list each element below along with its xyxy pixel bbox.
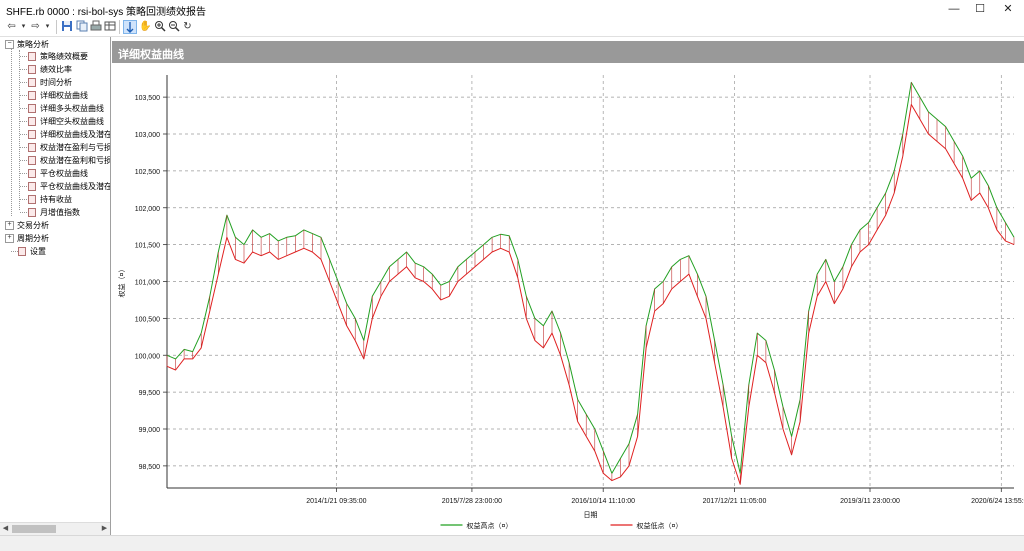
x-tick-label: 2019/3/11 23:00:00 <box>840 498 900 505</box>
cursor-icon[interactable] <box>123 20 137 34</box>
dropdown-icon[interactable]: ▾ <box>45 23 50 30</box>
document-icon <box>28 195 36 205</box>
document-icon <box>28 78 36 88</box>
hand-icon[interactable]: ✋ <box>139 21 152 32</box>
panel-title: 详细权益曲线 <box>118 49 184 61</box>
tree-item[interactable]: 绩效比率 <box>28 63 72 76</box>
tree-item[interactable]: 平仓权益曲线及潜在 <box>28 180 110 193</box>
x-tick-label: 2016/10/14 11:10:00 <box>571 498 635 505</box>
chart-panel: 详细权益曲线 98,500 99,000 99,500 100,000 100,500 1… <box>112 37 1024 535</box>
tree-group-strategy[interactable]: − 策略分析 <box>5 38 49 51</box>
panel-header: 详细权益曲线 <box>112 41 1024 63</box>
collapse-icon[interactable]: − <box>5 40 14 50</box>
tree-item[interactable]: 时间分析 <box>28 76 72 89</box>
expand-icon[interactable]: + <box>5 221 14 231</box>
y-tick-label: 103,000 <box>135 132 160 139</box>
save-icon[interactable] <box>60 20 73 33</box>
tree-item[interactable]: 权益潜在盈利和亏损 <box>28 154 110 167</box>
data-icon[interactable] <box>103 20 116 33</box>
tree-group-trades[interactable]: + 交易分析 <box>5 219 49 232</box>
toolbar-separator <box>56 20 57 34</box>
document-icon <box>28 65 36 75</box>
document-icon <box>28 169 36 179</box>
y-tick-label: 103,500 <box>135 95 160 102</box>
title-bar: SHFE.rb 0000 : rsi-bol-sys 策略回测绩效报告 — ☐ … <box>0 0 1024 18</box>
toolbar-separator <box>119 20 120 34</box>
tree-item-settings[interactable]: 设置 <box>18 245 46 258</box>
y-tick-label: 100,500 <box>135 316 160 323</box>
tree-item[interactable]: 月增值指数 <box>28 206 80 219</box>
x-tick-label: 2015/7/28 23:00:00 <box>442 498 502 505</box>
document-icon <box>28 117 36 127</box>
tree-item[interactable]: 详细权益曲线及潜在 <box>28 128 110 141</box>
equity-chart[interactable]: 98,500 99,000 99,500 100,000 100,500 101,000 1… <box>112 63 1024 535</box>
x-tick-label: 2014/1/21 09:35:00 <box>306 498 366 505</box>
document-icon <box>28 182 36 192</box>
close-button[interactable]: ✕ <box>1003 3 1013 15</box>
tree-item[interactable]: 策略绩效概要 <box>28 50 88 63</box>
status-bar <box>0 535 1024 551</box>
navigation-tree: − 策略分析 策略绩效概要 绩效比率 时间分析 详细权益曲线 详细多头权益曲线 详… <box>0 37 111 535</box>
document-icon <box>28 208 36 218</box>
toolbar: ⇦ ▾ ⇨ ▾ ✋ ↻ <box>0 18 1024 37</box>
y-tick-label: 98,500 <box>139 464 161 471</box>
x-tick-label: 2020/6/24 13:55:00 <box>971 498 1024 505</box>
document-icon <box>28 156 36 166</box>
document-icon <box>28 143 36 153</box>
reset-icon[interactable]: ↻ <box>183 21 192 32</box>
y-tick-label: 99,500 <box>139 390 161 397</box>
window-title: SHFE.rb 0000 : rsi-bol-sys 策略回测绩效报告 <box>6 7 207 18</box>
back-icon[interactable]: ⇦ <box>7 21 16 32</box>
document-icon <box>28 130 36 140</box>
zoom-out-icon[interactable] <box>167 20 180 33</box>
series-line-high <box>166 81 1015 474</box>
maximize-button[interactable]: ☐ <box>975 3 985 15</box>
y-tick-label: 99,000 <box>139 427 161 434</box>
document-icon <box>28 104 36 114</box>
copy-icon[interactable] <box>75 20 88 33</box>
y-tick-label: 102,500 <box>135 169 160 176</box>
series-line-low <box>166 104 1015 485</box>
tree-item[interactable]: 平仓权益曲线 <box>28 167 88 180</box>
scroll-left-icon[interactable]: ◀ <box>2 525 9 532</box>
y-axis-label: 权益（¤） <box>117 266 126 298</box>
document-icon <box>28 91 36 101</box>
legend-label: 权益低点（¤） <box>637 521 683 530</box>
tree-item-selected[interactable]: 详细权益曲线 <box>28 89 88 102</box>
y-tick-label: 101,500 <box>135 243 160 250</box>
tree-item[interactable]: 权益潜在盈利与亏损 <box>28 141 110 154</box>
horizontal-scrollbar[interactable]: ◀ ▶ <box>0 522 110 535</box>
zoom-in-icon[interactable] <box>153 20 166 33</box>
scroll-thumb[interactable] <box>12 525 56 533</box>
document-icon <box>28 52 36 62</box>
legend-label: 权益高点（¤） <box>467 521 513 530</box>
y-tick-label: 101,000 <box>135 280 160 287</box>
y-tick-label: 102,000 <box>135 206 160 213</box>
minimize-button[interactable]: — <box>948 3 960 15</box>
expand-icon[interactable]: + <box>5 234 14 244</box>
x-axis-label: 日期 <box>584 511 598 519</box>
forward-icon[interactable]: ⇨ <box>31 21 40 32</box>
tree-group-periods[interactable]: + 周期分析 <box>5 232 49 245</box>
x-tick-label: 2017/12/21 11:05:00 <box>703 498 767 505</box>
tree-item[interactable]: 持有收益 <box>28 193 72 206</box>
scroll-right-icon[interactable]: ▶ <box>101 525 108 532</box>
document-icon <box>18 247 26 257</box>
tree-item[interactable]: 详细多头权益曲线 <box>28 102 104 115</box>
tree-item[interactable]: 详细空头权益曲线 <box>28 115 104 128</box>
y-tick-label: 100,000 <box>135 353 160 360</box>
dropdown-icon[interactable]: ▾ <box>21 23 26 30</box>
print-icon[interactable] <box>89 20 102 33</box>
